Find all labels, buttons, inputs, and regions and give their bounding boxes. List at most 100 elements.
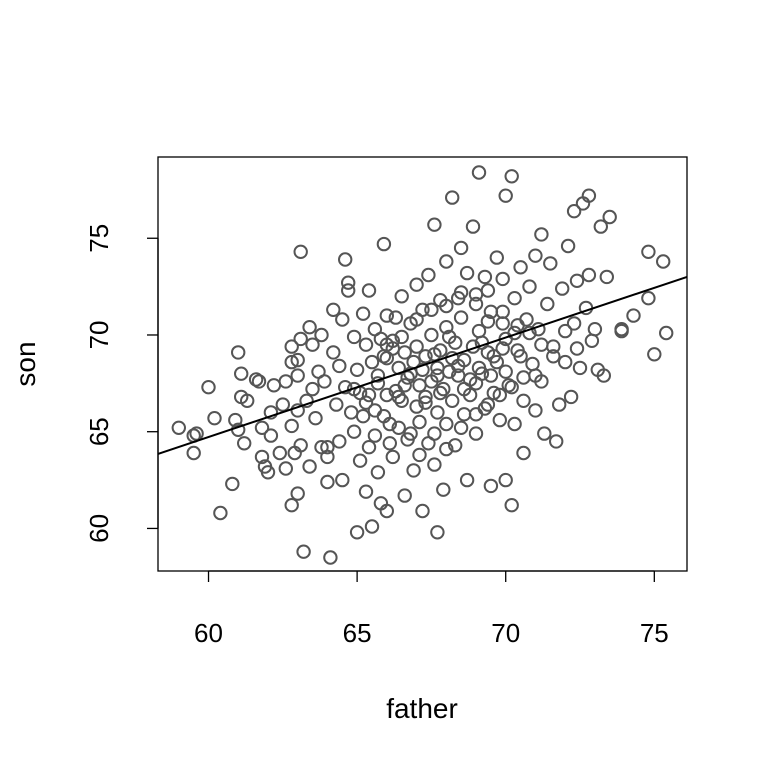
data-point [361,440,377,455]
data-point [293,438,308,453]
y-axis: 60 65 70 75 [84,224,159,543]
data-point [492,387,507,403]
data-point [436,381,451,397]
data-point [528,403,543,418]
data-point [412,447,427,463]
data-point [513,349,528,364]
data-point [492,412,507,428]
data-point [489,250,504,265]
data-point [201,380,216,395]
data-point [439,298,454,314]
data-point [468,296,484,312]
data-point [584,333,600,348]
data-point [263,405,279,420]
data-point [254,449,270,465]
data-point [409,312,424,327]
data-point [326,302,341,317]
data-point [453,240,469,256]
data-point [240,393,255,408]
data-point [581,188,597,203]
data-point [332,434,347,449]
data-point [486,349,501,364]
data-point [418,389,433,405]
data-point [549,434,564,449]
data-point [498,364,513,379]
data-point [290,352,305,368]
data-point [278,374,293,389]
data-point [439,416,454,432]
data-point [599,269,614,285]
data-point [302,459,317,474]
data-point [231,345,246,360]
data-point [566,316,582,331]
data-point [439,441,454,457]
data-point [424,327,439,343]
data-point [445,190,460,205]
data-point [471,165,487,180]
data-point [534,227,549,242]
data-point [358,395,374,410]
data-point [459,265,475,281]
data-point [189,426,204,441]
data-point [480,397,496,412]
data-point [427,457,442,472]
regression-line [157,275,688,455]
regression-layer [157,275,688,455]
data-point [355,306,371,321]
data-point [344,405,359,420]
data-point [296,544,311,559]
data-point [352,453,368,468]
data-point [278,461,293,476]
data-point [540,296,555,312]
data-point [284,498,299,513]
data-point [522,279,537,294]
data-point [427,426,442,441]
data-point [602,209,617,225]
data-point [290,403,305,418]
data-point [225,476,240,492]
data-point [397,378,412,393]
data-point [525,356,540,372]
data-point [537,426,552,441]
data-point [453,285,469,300]
data-point [572,360,588,376]
data-point [439,320,454,335]
data-point [382,416,397,432]
y-tick-label: 75 [84,224,114,253]
data-point [409,399,424,414]
data-point [367,428,383,443]
data-point [415,503,430,519]
data-point [349,525,365,540]
data-point [528,248,543,263]
data-point [409,277,424,292]
data-point [641,291,656,306]
data-point [346,381,362,397]
data-point [456,407,472,422]
data-point [424,302,439,317]
data-point [409,339,424,354]
data-point [326,345,341,360]
data-point [430,525,445,540]
data-point [379,503,394,519]
data-point [379,308,394,323]
data-point [439,254,454,269]
data-point [566,204,582,219]
data-point [403,366,418,381]
data-point [418,349,433,364]
data-point [507,291,522,306]
y-tick-label: 60 [84,514,114,543]
x-axis-title: father [386,693,458,724]
data-point [320,474,335,490]
data-point [346,329,362,345]
data-point [558,354,573,370]
data-point [471,360,487,376]
data-point [513,260,528,275]
data-point [299,393,314,408]
data-point [213,505,228,521]
data-point [483,478,499,494]
y-tick-label: 65 [84,417,114,446]
data-point [305,381,320,397]
data-point [263,428,279,443]
data-point [361,283,377,298]
data-point [305,337,320,352]
